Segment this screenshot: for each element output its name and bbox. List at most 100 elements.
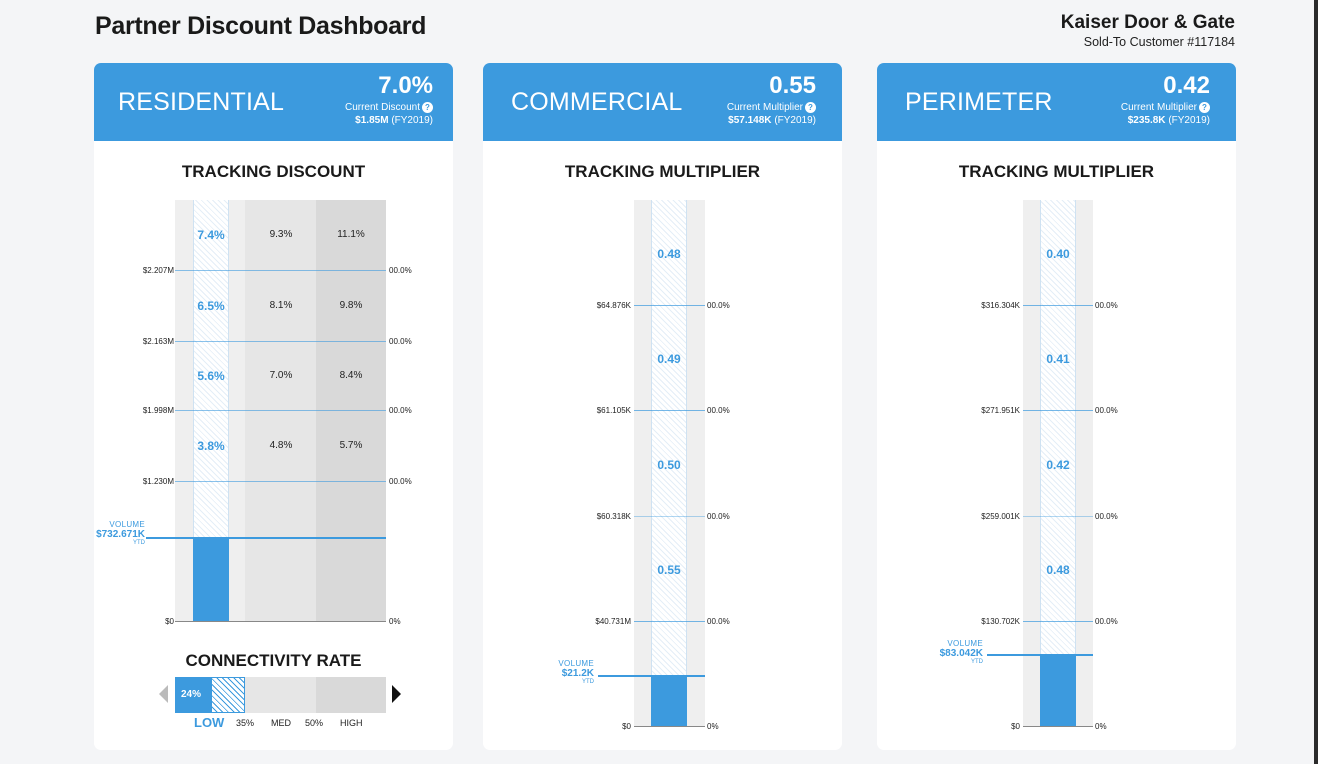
track-column-bg (229, 200, 245, 622)
zero-left-label: $0 (165, 617, 174, 626)
discount-cell: 3.8% (197, 439, 225, 453)
commercial-section-title: TRACKING MULTIPLIER (564, 162, 761, 181)
volume-fill-bar (193, 538, 229, 622)
volume-label: VOLUME $21.2K YTD (558, 659, 594, 685)
volume-line (146, 537, 386, 539)
threshold-right-label: 00.0% (1095, 512, 1118, 521)
current-tier-column (1040, 200, 1076, 727)
conn-35-label: 35% (236, 718, 255, 728)
arrow-right-icon[interactable] (392, 685, 401, 703)
discount-cell: 11.1% (337, 229, 365, 240)
perimeter-metric-label: Current Multiplier? (1121, 102, 1210, 113)
company-info: Kaiser Door & Gate Sold-To Customer #117… (1061, 12, 1235, 49)
volume-line (598, 675, 705, 677)
threshold-line (1023, 410, 1093, 411)
threshold-left-label: $1.998M (142, 406, 174, 415)
arrow-left-icon[interactable] (159, 685, 168, 703)
perimeter-section-title: TRACKING MULTIPLIER (958, 162, 1155, 181)
threshold-left-label: $61.105K (596, 406, 631, 415)
multiplier-cell: 0.42 (1046, 458, 1070, 472)
threshold-right-label: 00.0% (1095, 301, 1118, 310)
track-column-bg (175, 200, 193, 622)
multiplier-cell: 0.41 (1046, 352, 1070, 366)
help-icon[interactable]: ? (805, 102, 816, 113)
commercial-title: COMMERCIAL (511, 88, 683, 116)
threshold-left-label: $259.001K (981, 512, 1020, 521)
threshold-line (175, 341, 386, 342)
residential-metric-label: Current Discount? (345, 102, 433, 113)
threshold-right-label: 00.0% (707, 512, 730, 521)
discount-cell: 7.4% (197, 228, 225, 242)
volume-fill-bar (1040, 655, 1076, 727)
threshold-line (634, 410, 705, 411)
page-title: Partner Discount Dashboard (95, 12, 427, 40)
residential-current-discount: 7.0% (378, 72, 433, 99)
residential-metric: 7.0% Current Discount? $1.85M (FY2019) (345, 72, 433, 126)
commercial-panel: COMMERCIAL 0.55 Current Multiplier? $57.… (483, 63, 842, 750)
threshold-right-label: 00.0% (389, 337, 412, 346)
threshold-right-label: 00.0% (389, 266, 412, 275)
commercial-current-multiplier: 0.55 (769, 72, 816, 99)
discount-cell: 4.8% (269, 440, 293, 451)
residential-panel: RESIDENTIAL 7.0% Current Discount? $1.85… (94, 63, 453, 750)
threshold-right-label: 00.0% (707, 301, 730, 310)
residential-sales: $1.85M (FY2019) (355, 115, 433, 127)
window-edge (1314, 0, 1318, 764)
discount-cell: 8.4% (339, 370, 363, 381)
discount-cell: 7.0% (269, 370, 293, 381)
threshold-line (634, 305, 705, 306)
commercial-metric-label: Current Multiplier? (727, 102, 816, 113)
threshold-right-label: 00.0% (707, 406, 730, 415)
discount-cell: 9.8% (339, 300, 363, 311)
volume-line (987, 654, 1093, 656)
help-icon[interactable]: ? (1199, 102, 1210, 113)
commercial-header: COMMERCIAL 0.55 Current Multiplier? $57.… (483, 63, 842, 141)
threshold-left-label: $2.207M (142, 266, 174, 275)
current-tier-column (651, 200, 687, 727)
perimeter-header: PERIMETER 0.42 Current Multiplier? $235.… (877, 63, 1236, 141)
connectivity-title: CONNECTIVITY RATE (185, 651, 362, 670)
conn-low-label: LOW (194, 715, 225, 730)
commercial-sales: $57.148K (FY2019) (728, 115, 816, 127)
threshold-line (175, 481, 386, 482)
residential-section-title: TRACKING DISCOUNT (181, 162, 366, 181)
zero-right-label: 0% (707, 722, 719, 731)
threshold-left-label: $130.702K (981, 617, 1020, 626)
connectivity-value: 24% (181, 689, 202, 700)
threshold-line (1023, 516, 1093, 517)
perimeter-panel: PERIMETER 0.42 Current Multiplier? $235.… (877, 63, 1236, 750)
conn-50-label: 50% (305, 718, 324, 728)
threshold-right-label: 00.0% (1095, 406, 1118, 415)
discount-cell: 6.5% (197, 299, 225, 313)
perimeter-title: PERIMETER (905, 88, 1053, 116)
zero-right-label: 0% (1095, 722, 1107, 731)
volume-label: VOLUME $732.671K YTD (96, 520, 145, 546)
threshold-right-label: 00.0% (1095, 617, 1118, 626)
multiplier-cell: 0.55 (657, 563, 681, 577)
discount-cell: 5.6% (197, 369, 225, 383)
customer-number: Sold-To Customer #117184 (1083, 35, 1235, 49)
tier-column-3 (316, 200, 386, 622)
connectivity-fill (175, 677, 211, 713)
zero-left-label: $0 (622, 722, 631, 731)
threshold-left-label: $40.731M (595, 617, 631, 626)
multiplier-cell: 0.50 (657, 458, 681, 472)
baseline (634, 726, 705, 727)
perimeter-current-multiplier: 0.42 (1163, 72, 1210, 99)
discount-cell: 5.7% (339, 440, 363, 451)
volume-fill-bar (651, 676, 687, 727)
help-icon[interactable]: ? (422, 102, 433, 113)
zero-left-label: $0 (1011, 722, 1020, 731)
threshold-line (634, 621, 705, 622)
threshold-line (175, 410, 386, 411)
connectivity-hatch (211, 677, 245, 713)
baseline (1023, 726, 1093, 727)
conn-med-label: MED (271, 718, 291, 728)
discount-cell: 9.3% (269, 229, 293, 240)
connectivity-med-band (245, 677, 316, 713)
threshold-left-label: $2.163M (142, 337, 174, 346)
tier-column-2 (245, 200, 316, 622)
threshold-line (1023, 621, 1093, 622)
threshold-left-label: $1.230M (142, 477, 174, 486)
multiplier-cell: 0.48 (1046, 563, 1070, 577)
